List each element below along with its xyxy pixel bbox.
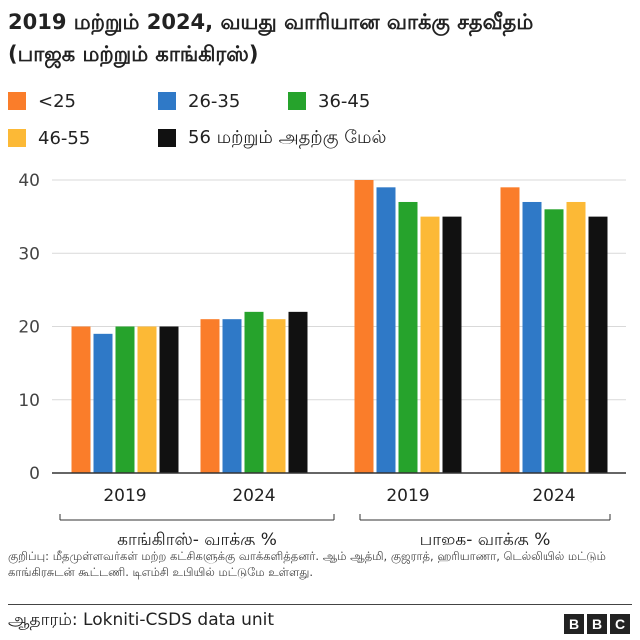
legend-label-46-55: 46-55	[38, 127, 91, 149]
chart-title-line-1: 2019 மற்றும் 2024, வயது வாரியான வாக்கு ச…	[8, 10, 534, 34]
legend-item-under-25: <25	[8, 89, 76, 113]
footnote: குறிப்பு: மீதமுள்ளவர்கள் மற்ற கட்சிகளுக்…	[8, 549, 606, 579]
bar	[71, 326, 91, 473]
legend-label-26-35: 26-35	[188, 90, 241, 112]
bar	[115, 326, 135, 473]
bar	[93, 333, 113, 473]
bar	[566, 201, 586, 473]
bar	[500, 187, 520, 473]
bar	[137, 326, 157, 473]
group-label: காங்கிரஸ்- வாக்கு %	[117, 530, 277, 545]
group-label: பாஜக- வாக்கு %	[420, 530, 551, 545]
bar	[522, 201, 542, 473]
legend-swatch-under-25	[8, 92, 26, 110]
legend-item-36-45: 36-45	[288, 89, 370, 113]
y-tick-label: 10	[18, 391, 40, 411]
y-tick-label: 40	[18, 171, 40, 191]
legend-swatch-26-35	[158, 92, 176, 110]
bar	[398, 201, 418, 473]
bar	[420, 216, 440, 473]
y-tick-label: 20	[18, 318, 40, 338]
bar	[588, 216, 608, 473]
bbc-logo-letter-2: B	[587, 614, 607, 634]
bbc-logo: B B C	[564, 614, 630, 634]
y-tick-label: 0	[29, 464, 40, 484]
bar	[354, 180, 374, 473]
bar	[376, 187, 396, 473]
source-credit: ஆதாரம்: Lokniti-CSDS data unit	[8, 610, 275, 630]
bar-chart: 0 10 20 30 40 2019 2024 2019 2024 காங்கிரஸ்- வாக்…	[18, 171, 626, 545]
bar	[442, 216, 462, 473]
legend-swatch-46-55	[8, 129, 26, 147]
legend-label-under-25: <25	[38, 90, 76, 112]
x-tick-label: 2024	[532, 486, 575, 506]
chart-title: 2019 மற்றும் 2024, வயது வாரியான வாக்கு ச…	[8, 6, 628, 70]
legend-label-56-plus: 56 மற்றும் அதற்கு மேல்	[188, 126, 387, 148]
bar	[200, 319, 220, 473]
legend-item-56-plus: 56 மற்றும் அதற்கு மேல்	[158, 126, 386, 150]
bar	[288, 311, 308, 473]
legend-item-46-55: 46-55	[8, 126, 90, 150]
legend-item-26-35: 26-35	[158, 89, 240, 113]
legend-swatch-56-plus	[158, 129, 176, 147]
bar	[159, 326, 179, 473]
bbc-logo-letter-3: C	[610, 614, 630, 634]
footer-divider	[8, 604, 632, 605]
bar	[244, 311, 264, 473]
legend-swatch-36-45	[288, 92, 306, 110]
bar	[544, 209, 564, 474]
x-tick-label: 2019	[386, 486, 429, 506]
x-tick-label: 2019	[103, 486, 146, 506]
chart-title-line-2: (பாஜக மற்றும் காங்கிரஸ்)	[8, 42, 259, 66]
bbc-logo-letter-1: B	[564, 614, 584, 634]
x-tick-label: 2024	[232, 486, 275, 506]
y-tick-label: 30	[18, 244, 40, 264]
bar	[266, 319, 286, 473]
bar	[222, 319, 242, 473]
legend-label-36-45: 36-45	[318, 90, 371, 112]
